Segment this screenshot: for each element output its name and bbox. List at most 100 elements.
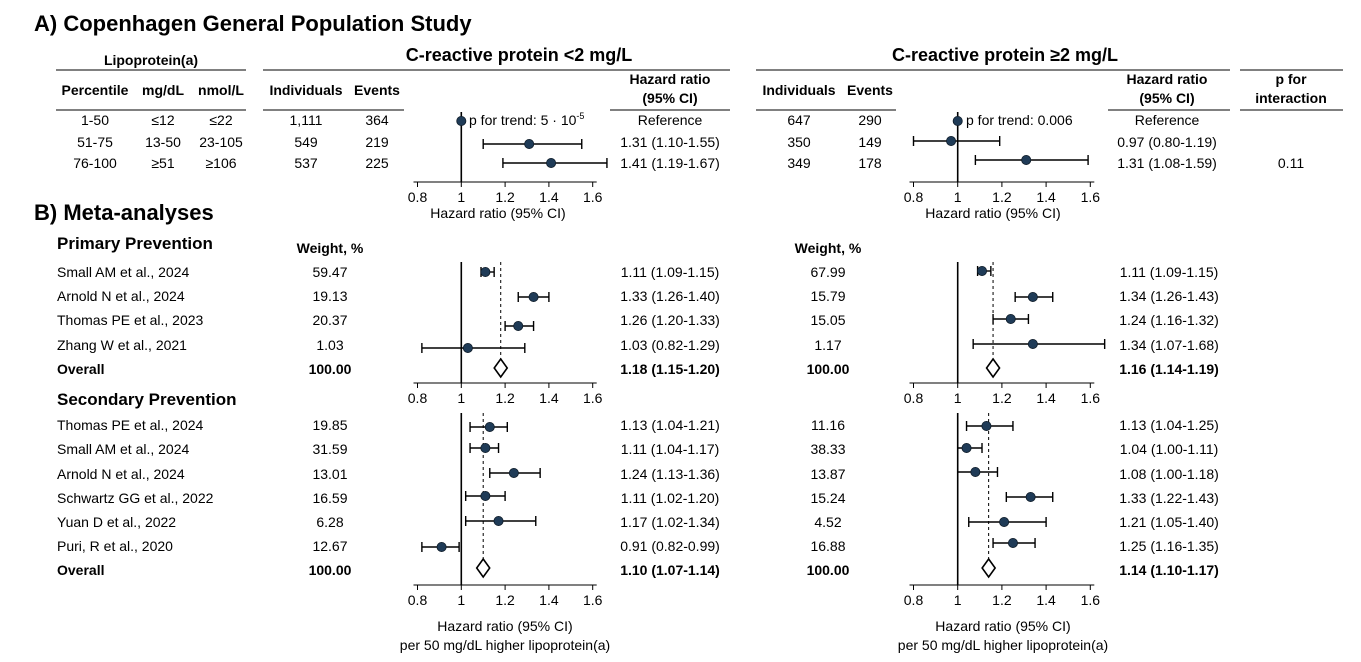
hr-left: 1.26 (1.20-1.33) [620,312,720,328]
hr-right: 1.13 (1.04-1.25) [1119,417,1219,433]
x-tick-label: 1.4 [539,390,559,406]
row-mgdl: ≥51 [151,155,174,171]
row-percentile: 51-75 [77,134,113,150]
secondary-study-row: Small AM et al., 2024 31.59 1.11 (1.04-1… [57,441,1218,457]
point-estimate [480,266,491,277]
section-a-title: A) Copenhagen General Population Study [34,11,472,36]
hr-right: 1.14 (1.10-1.17) [1119,562,1219,578]
row-individuals-right: 647 [787,112,811,128]
study-name: Small AM et al., 2024 [57,264,190,280]
x-tick-label: 1.6 [1081,390,1101,406]
hr-left: 1.18 (1.15-1.20) [620,361,720,377]
axis-title-b-right-2: per 50 mg/dL higher lipoprotein(a) [898,637,1108,653]
study-name: Schwartz GG et al., 2022 [57,490,214,506]
overall-diamond [981,557,997,579]
point-estimate [508,467,519,478]
hr-left: 0.91 (0.82-0.99) [620,538,720,554]
overall-diamond [985,357,1001,379]
row-mgdl: ≤12 [151,112,174,128]
x-tick-label: 1.4 [539,189,559,205]
weight-right: 100.00 [807,361,850,377]
hr-right: 1.16 (1.14-1.19) [1119,361,1219,377]
study-name: Puri, R et al., 2020 [57,538,173,554]
study-name: Arnold N et al., 2024 [57,466,185,482]
study-name: Overall [57,361,104,377]
col-percentile: Percentile [62,82,129,98]
weight-left: 31.59 [312,441,347,457]
primary-prevention-title: Primary Prevention [57,234,213,253]
weight-right: 13.87 [810,466,845,482]
row-events-left: 225 [365,155,389,171]
point-estimate [952,116,963,127]
weight-right: 15.05 [810,312,845,328]
x-tick-label: 1.6 [1081,189,1101,205]
x-tick-label: 1.6 [583,189,603,205]
row-mgdl: 13-50 [145,134,181,150]
weight-left: 6.28 [316,514,343,530]
x-tick-label: 1 [457,592,465,608]
point-estimate [480,442,491,453]
weight-left: 20.37 [312,312,347,328]
weight-right: 16.88 [810,538,845,554]
x-tick-label: 1 [954,390,962,406]
x-tick-label: 1.6 [583,592,603,608]
x-tick-label: 1.6 [1081,592,1101,608]
point-estimate [946,135,957,146]
secondary-study-row: Thomas PE et al., 2024 19.85 1.13 (1.04-… [57,417,1219,433]
x-tick-label: 1.4 [539,592,559,608]
row-hr-left: Reference [638,112,703,128]
p-trend-left-text: p for trend: 5 · 10 [469,112,577,128]
point-estimate [528,291,539,302]
hr-right: 1.21 (1.05-1.40) [1119,514,1219,530]
x-tick-label: 1.6 [583,390,603,406]
secondary-prevention-title: Secondary Prevention [57,390,237,409]
study-name: Zhang W et al., 2021 [57,337,187,353]
section-a-row: 1-50 ≤12 ≤22 1,111 364 Reference 647 290… [81,112,1200,128]
row-individuals-right: 350 [787,134,811,150]
col-events-right: Events [847,82,893,98]
col-hr-left-1: Hazard ratio [630,71,711,87]
x-tick-label: 1.4 [1036,592,1056,608]
row-individuals-left: 537 [294,155,318,171]
col-nmol: nmol/L [198,82,244,98]
weight-left: 19.85 [312,417,347,433]
panel-left-title: C-reactive protein <2 mg/L [406,45,633,65]
hr-right: 1.08 (1.00-1.18) [1119,466,1219,482]
x-tick-label: 1.2 [495,390,515,406]
row-hr-left: 1.41 (1.19-1.67) [620,155,720,171]
secondary-study-row: Arnold N et al., 2024 13.01 1.24 (1.13-1… [57,466,1219,482]
x-tick-label: 1.2 [495,189,515,205]
point-estimate [1021,154,1032,165]
secondary-study-row: Schwartz GG et al., 2022 16.59 1.11 (1.0… [57,490,1219,506]
row-hr-right: Reference [1135,112,1200,128]
point-estimate [546,157,557,168]
point-estimate [524,138,535,149]
row-individuals-left: 549 [294,134,318,150]
point-estimate [480,490,491,501]
x-tick-label: 0.8 [408,189,428,205]
x-tick-label: 1.2 [992,592,1012,608]
point-estimate [493,516,504,527]
point-estimate [1005,313,1016,324]
study-name: Arnold N et al., 2024 [57,288,185,304]
row-hr-right: 0.97 (0.80-1.19) [1117,134,1217,150]
row-nmol: ≤22 [209,112,232,128]
study-name: Small AM et al., 2024 [57,441,190,457]
x-tick-label: 0.8 [408,390,428,406]
x-tick-label: 1.2 [495,592,515,608]
primary-overall-row: Overall 100.00 1.18 (1.15-1.20) 100.00 1… [57,361,1219,377]
weight-right: 1.17 [814,337,841,353]
secondary-study-row: Puri, R et al., 2020 12.67 0.91 (0.82-0.… [57,538,1219,554]
secondary-study-row: Yuan D et al., 2022 6.28 1.17 (1.02-1.34… [57,514,1219,530]
hr-right: 1.34 (1.07-1.68) [1119,337,1219,353]
x-tick-label: 1.2 [992,390,1012,406]
hr-left: 1.17 (1.02-1.34) [620,514,720,530]
hr-right: 1.25 (1.16-1.35) [1119,538,1219,554]
col-events-left: Events [354,82,400,98]
p-trend-left-exponent: -5 [576,111,584,121]
hr-left: 1.11 (1.04-1.17) [621,441,720,457]
weight-right: 67.99 [810,264,845,280]
study-name: Thomas PE et al., 2023 [57,312,204,328]
x-tick-label: 1 [457,189,465,205]
